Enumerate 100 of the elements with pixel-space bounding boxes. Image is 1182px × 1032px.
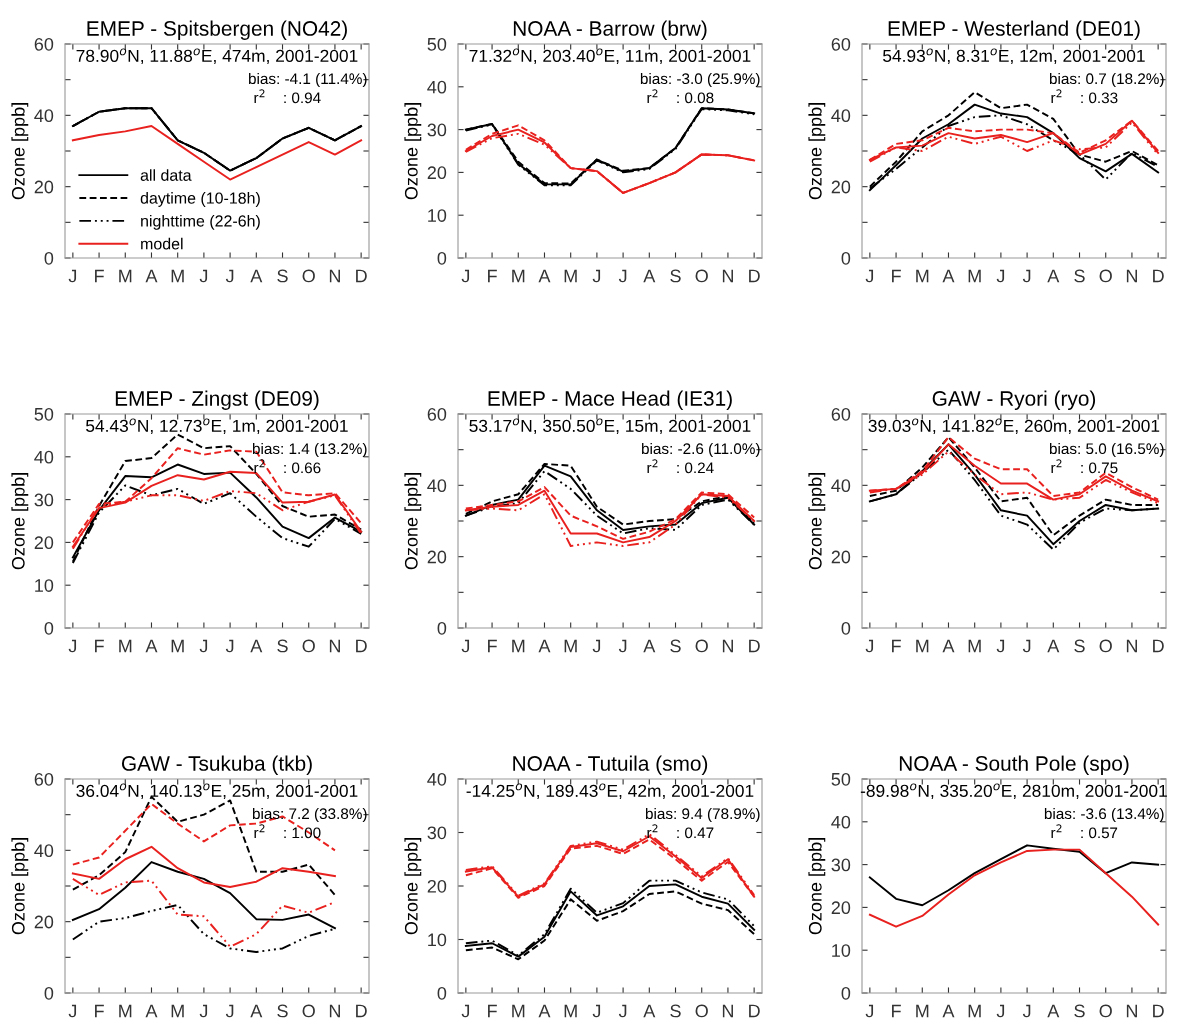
y-axis-title: Ozone [ppb] [808,838,826,935]
annotation: 53.17$^{o}$N, 350.50$^{o}$E, 15m, 2001-2001 [469,418,751,435]
x-tick-label: J [592,269,601,283]
x-tick-label: S [1074,269,1085,283]
y-tick-label: 60 [34,37,54,51]
x-tick-label: A [145,269,158,283]
annotation: 39.03$^{o}$N, 141.82$^{o}$E, 260m, 2001-2001 [868,418,1160,435]
x-tick-label: J [1022,639,1031,653]
y-tick-label: 20 [427,879,447,893]
x-tick-label: S [670,269,681,283]
x-tick-label: J [618,1004,627,1018]
x-tick-label: D [1153,639,1164,653]
x-tick-label: F [95,1004,104,1018]
x-tick-label: F [892,269,901,283]
x-tick-label: J [68,1004,77,1018]
x-tick-label: M [968,639,981,653]
y-axis-title: Ozone [ppb] [11,103,29,200]
x-tick-label: F [892,1004,901,1018]
annotation: bias: -2.6 (11.0%) [642,442,760,458]
y-tick-label: 40 [427,479,447,493]
y-axis-title: Ozone [ppb] [404,838,422,935]
y-tick-label: 0 [44,251,54,265]
y-tick-label: 20 [831,550,851,564]
x-tick-label: A [1047,1004,1060,1018]
x-tick-label: M [564,269,577,283]
y-tick-label: 0 [44,986,54,1000]
y-tick-label: 0 [841,986,851,1000]
y-tick-label: 20 [427,550,447,564]
annotation: 78.90$^{o}$N, 11.88$^{o}$E, 474m, 2001-2001 [76,48,358,65]
x-tick-label: A [145,1004,158,1018]
y-tick-label: 40 [34,450,54,464]
y-tick-label: 40 [427,772,447,786]
chart-title: EMEP - Westerland (DE01) [888,20,1140,40]
x-tick-label: A [145,639,158,653]
x-tick-label: M [916,1004,929,1018]
annotation: bias: 5.0 (16.5%) [1049,442,1164,458]
chart-title: EMEP - Zingst (DE09) [115,390,319,410]
x-tick-label: N [722,269,733,283]
text: r$^{2}$ : 0.66 [254,459,321,474]
x-tick-label: M [119,269,132,283]
x-tick-label: D [749,269,760,283]
chart-title: NOAA - Barrow (brw) [513,20,707,40]
x-tick-label: S [277,1004,288,1018]
text: r$^{2}$ : 0.33 [1051,89,1118,104]
x-tick-label: M [564,639,577,653]
x-tick-label: A [538,639,551,653]
text: r$^{2}$ : 0.08 [647,89,714,104]
annotation: bias: 7.2 (33.8%) [252,807,367,823]
x-tick-label: J [618,269,627,283]
x-tick-label: J [592,639,601,653]
x-tick-label: J [865,639,874,653]
x-tick-label: A [942,269,955,283]
x-tick-label: D [749,639,760,653]
y-axis-title: Ozone [ppb] [404,473,422,570]
y-tick-label: 10 [428,209,447,222]
x-tick-label: J [199,1004,208,1018]
y-tick-label: 40 [831,479,851,493]
y-tick-label: 40 [831,109,851,123]
x-tick-label: N [329,269,340,283]
x-tick-label: J [199,269,208,283]
annotation: bias: -3.6 (13.4%) [1044,807,1164,823]
x-tick-label: M [119,639,132,653]
x-tick-label: A [942,639,955,653]
x-tick-label: M [968,1004,981,1018]
x-tick-label: F [95,269,104,283]
x-tick-label: A [250,639,263,653]
y-tick-label: 30 [831,858,851,872]
x-tick-label: N [1126,1004,1137,1018]
annotation: 54.43$^{o}$N, 12.73$^{o}$E, 1m, 2001-2001 [86,418,348,435]
x-tick-label: J [592,1004,601,1018]
x-tick-label: J [225,1004,234,1018]
y-tick-label: 30 [427,826,447,840]
x-tick-label: N [329,1004,340,1018]
y-tick-label: 30 [427,123,447,137]
x-tick-label: A [643,1004,656,1018]
x-tick-label: S [1074,1004,1085,1018]
x-tick-label: M [512,1004,525,1018]
x-tick-label: N [1126,269,1137,283]
y-tick-label: 60 [831,407,851,421]
x-tick-label: J [461,1004,470,1018]
annotation: -14.25$^{o}$N, 189.43$^{o}$E, 42m, 2001-2001 [466,783,754,800]
x-tick-label: F [488,269,497,283]
x-tick-label: M [564,1004,577,1018]
x-tick-label: A [538,269,551,283]
x-tick-label: M [171,1004,184,1018]
x-tick-label: J [996,269,1005,283]
annotation: bias: 0.7 (18.2%) [1049,72,1164,88]
x-tick-label: N [722,639,733,653]
x-tick-label: N [329,639,340,653]
x-tick-label: O [1099,639,1112,653]
x-tick-label: M [968,269,981,283]
x-tick-label: D [1153,1004,1164,1018]
x-tick-label: J [865,269,874,283]
x-tick-label: A [538,1004,551,1018]
x-tick-label: J [618,639,627,653]
x-tick-label: F [892,639,901,653]
x-tick-label: S [277,269,288,283]
y-tick-label: 20 [34,915,54,929]
x-tick-label: M [916,639,929,653]
y-tick-label: 50 [427,37,447,51]
